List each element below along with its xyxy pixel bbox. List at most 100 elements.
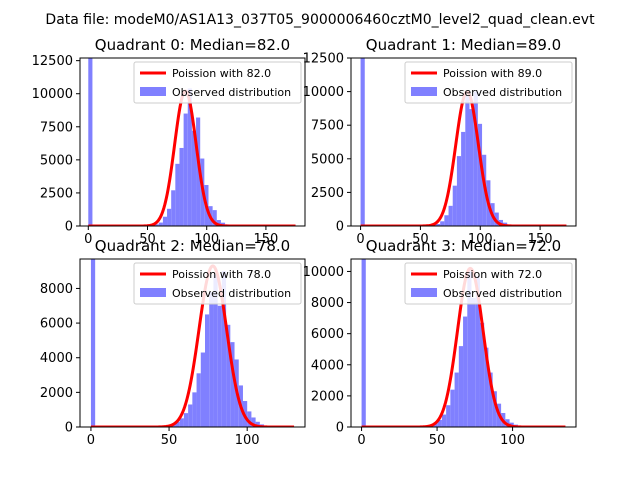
histogram-bar <box>361 259 366 427</box>
histogram-bar <box>167 208 172 226</box>
y-tick-label: 2000 <box>311 389 344 404</box>
y-tick-label: 7500 <box>311 119 344 134</box>
subplot-title: Quadrant 1: Median=89.0 <box>366 36 561 54</box>
histogram-bar <box>158 222 163 226</box>
y-tick-label: 2000 <box>40 386 73 401</box>
legend-bar-swatch <box>140 288 166 297</box>
x-tick-label: 100 <box>235 433 260 448</box>
histogram-bar <box>484 347 489 427</box>
x-tick-label: 50 <box>412 232 429 247</box>
subplot-title: Quadrant 2: Median=78.0 <box>95 237 290 255</box>
histogram-bar <box>251 417 256 427</box>
axes-spines <box>350 258 577 428</box>
legend-box <box>133 262 302 305</box>
y-tick-label: 10000 <box>32 87 73 102</box>
histogram-bar <box>162 216 168 226</box>
histogram-bar <box>179 418 184 427</box>
histogram-bar <box>469 109 474 226</box>
legend-label-observed: Observed distribution <box>172 86 291 99</box>
y-tick-label: 0 <box>336 421 344 436</box>
histogram-bar <box>458 346 464 427</box>
subplot-title: Quadrant 0: Median=82.0 <box>95 36 290 54</box>
histogram-bar <box>454 372 459 427</box>
histogram-bar <box>191 130 197 226</box>
legend-label-observed: Observed distribution <box>443 287 562 300</box>
legend-bar-swatch <box>411 87 437 96</box>
histogram-bar <box>473 91 478 226</box>
y-tick-label: 5000 <box>311 152 344 167</box>
legend-label-poisson: Poission with 78.0 <box>172 268 271 281</box>
histogram-bar <box>209 291 214 427</box>
legend-label-poisson: Poission with 72.0 <box>443 268 542 281</box>
histogram-bar <box>188 404 193 427</box>
histogram-bar <box>463 316 468 427</box>
histogram-bar <box>247 411 252 427</box>
histogram-bar <box>475 276 480 427</box>
histogram-bar <box>471 297 476 427</box>
legend-bar-swatch <box>411 288 437 297</box>
axes-spines <box>79 258 306 428</box>
y-tick-label: 7500 <box>40 120 73 135</box>
x-tick-label: 50 <box>139 232 156 247</box>
histogram-bar <box>192 392 197 427</box>
x-tick-label: 0 <box>357 433 365 448</box>
histogram-bar <box>179 147 184 226</box>
legend-label-poisson: Poission with 89.0 <box>443 67 542 80</box>
histogram-bar <box>200 352 205 427</box>
x-tick-label: 50 <box>161 433 178 448</box>
legend: Poission with 78.0 Observed distribution <box>133 262 302 305</box>
histogram-bar <box>212 210 217 226</box>
plot-area <box>90 259 295 427</box>
histogram-bar <box>435 223 441 226</box>
histogram-bar <box>452 185 457 226</box>
legend: Poission with 89.0 Observed distribution <box>404 61 573 104</box>
histogram-bar <box>494 212 499 226</box>
histogram-bar <box>230 342 235 427</box>
subplot-quadrant-1: 0 50 100 150 0 2500 5000 7500 10000 12500 Quadrant… <box>303 36 577 247</box>
y-tick-label: 4000 <box>40 351 73 366</box>
y-tick-label: 2500 <box>40 186 73 201</box>
x-tick-label: 0 <box>87 433 95 448</box>
legend-box <box>404 61 573 104</box>
y-tick-label: 12500 <box>303 52 344 67</box>
histogram-bar <box>187 88 192 226</box>
histogram-bar <box>440 221 445 226</box>
axes-spines <box>350 57 577 227</box>
histogram-bar <box>467 271 472 427</box>
plot-area <box>87 58 297 226</box>
subplot-quadrant-3: 0 50 100 0 2000 4000 6000 8000 10000 Quadrant 3: … <box>303 237 577 448</box>
histogram-bar <box>433 423 438 427</box>
y-tick-label: 0 <box>65 421 73 436</box>
legend-label-observed: Observed distribution <box>172 287 291 300</box>
x-tick-label: 0 <box>356 232 364 247</box>
histogram-bar <box>90 259 96 427</box>
histogram-bar <box>221 271 227 427</box>
x-tick-label: 100 <box>468 232 493 247</box>
histogram-bar <box>171 190 176 226</box>
histogram-bar <box>183 413 189 427</box>
y-tick-label: 0 <box>65 220 73 235</box>
y-tick-label: 0 <box>336 220 344 235</box>
histogram-bar <box>183 113 188 226</box>
subplot-quadrant-2: 0 50 100 0 2000 4000 6000 8000 Quadrant 2: Media… <box>40 237 306 448</box>
legend: Poission with 82.0 Observed distribution <box>133 61 302 104</box>
legend-bar-swatch <box>140 87 166 96</box>
histogram-bar <box>88 58 93 226</box>
y-tick-label: 6000 <box>40 317 73 332</box>
x-tick-label: 150 <box>254 232 279 247</box>
legend: Poission with 72.0 Observed distribution <box>404 262 573 305</box>
histogram-bar <box>450 389 455 427</box>
y-tick-label: 2500 <box>311 186 344 201</box>
histogram-bar <box>360 58 365 226</box>
histogram-bar <box>196 373 201 427</box>
y-tick-label: 8000 <box>311 296 344 311</box>
histogram-bar <box>175 163 180 226</box>
histogram-bar <box>255 421 260 427</box>
histogram-bar <box>175 421 180 427</box>
figure-suptitle: Data file: modeM0/AS1A13_037T05_90000064… <box>45 12 595 28</box>
x-tick-label: 100 <box>500 433 525 448</box>
histogram-bar <box>479 322 485 427</box>
legend-label-observed: Observed distribution <box>443 86 562 99</box>
subplot-quadrant-0: 0 50 100 150 0 2500 5000 7500 10000 12500 Quadrant… <box>32 36 306 247</box>
